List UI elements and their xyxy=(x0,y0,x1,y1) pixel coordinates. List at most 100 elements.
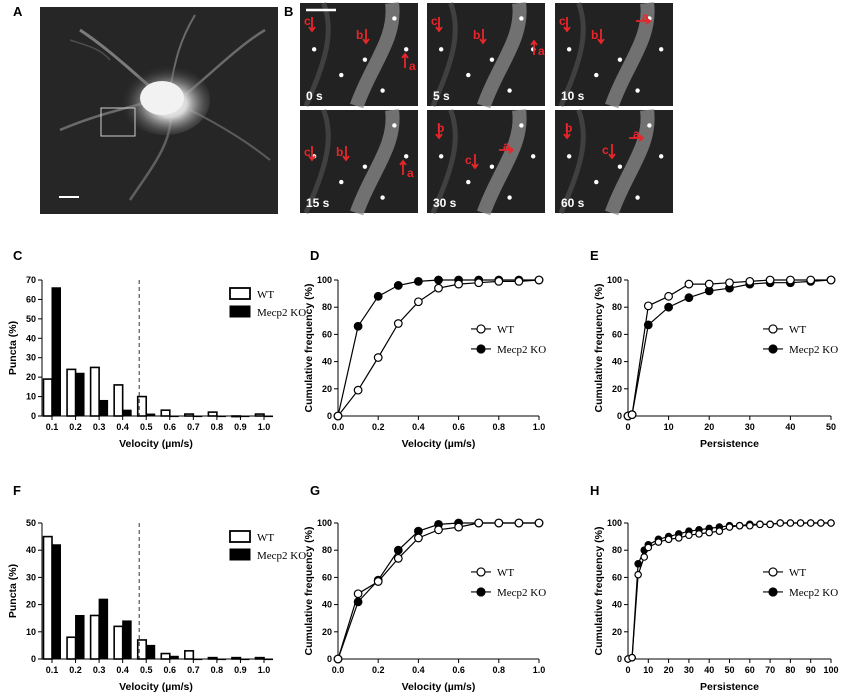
x-axis-label: Velocity (µm/s) xyxy=(402,438,476,450)
annotation-arrow xyxy=(530,39,538,55)
legend-swatch xyxy=(229,530,251,543)
frame: c b a 0 s xyxy=(300,2,418,109)
y-tick-label: 20 xyxy=(612,627,622,637)
punctum xyxy=(659,154,664,159)
legend-label: Mecp2 KO xyxy=(789,344,838,356)
x-tick-label: 0.7 xyxy=(187,665,200,675)
punctum xyxy=(659,47,664,52)
punctum xyxy=(404,47,409,52)
bar-wt xyxy=(113,384,124,417)
annotation-label: a xyxy=(642,10,649,24)
annotation-arrow xyxy=(608,144,616,160)
punctum xyxy=(519,16,524,21)
point-wt xyxy=(494,518,504,528)
x-tick-label: 0.2 xyxy=(69,665,82,675)
point-wt xyxy=(715,527,724,535)
y-tick-label: 0 xyxy=(327,411,332,421)
x-tick-label: 30 xyxy=(684,665,694,675)
bar-wt xyxy=(184,650,195,660)
legend-label: WT xyxy=(497,324,514,336)
point-wt xyxy=(643,301,653,311)
x-tick-label: 0.8 xyxy=(211,422,224,432)
annotation-label: b xyxy=(437,121,444,135)
legend-marker xyxy=(476,587,486,597)
point-wt xyxy=(414,533,423,543)
annotation-label: b xyxy=(591,28,598,42)
point-wt xyxy=(644,543,653,552)
punctum xyxy=(635,88,640,93)
x-tick-label: 0.8 xyxy=(493,665,506,675)
point-wt xyxy=(664,291,673,301)
x-tick-label: 1.0 xyxy=(258,665,271,675)
x-tick-label: 0.9 xyxy=(234,665,247,675)
dendrite xyxy=(477,2,527,109)
x-tick-label: 90 xyxy=(806,665,816,675)
bar-wt xyxy=(89,614,100,660)
dendrite xyxy=(558,109,586,214)
annotation-label: c xyxy=(304,14,311,28)
frame-timestamp: 30 s xyxy=(433,196,457,210)
point-wt xyxy=(704,279,714,289)
annotation-arrow xyxy=(471,154,479,170)
point-wt xyxy=(628,653,636,662)
y-tick-label: 100 xyxy=(317,275,332,285)
y-tick-label: 10 xyxy=(26,627,36,637)
punctum xyxy=(519,123,524,128)
bar-wt xyxy=(207,411,218,417)
bar-wt xyxy=(184,413,195,417)
frame-timestamp: 15 s xyxy=(306,196,330,210)
legend-label: Mecp2 KO xyxy=(257,307,306,319)
x-tick-label: 60 xyxy=(745,665,755,675)
bar-wt xyxy=(66,368,77,417)
punctum xyxy=(566,47,572,52)
annotation-arrow xyxy=(308,17,316,33)
punctum xyxy=(438,154,444,159)
y-tick-label: 20 xyxy=(322,384,332,394)
x-tick-label: 0.8 xyxy=(493,422,506,432)
punctum xyxy=(594,72,599,78)
legend-label: WT xyxy=(257,532,274,544)
point-wt xyxy=(393,553,403,563)
panel-label: F xyxy=(13,483,21,498)
chart-c: C 0 10 20 30 40 50 60 70 0.1 0.2 0.3 0.4 0.5 0.6 0.7 0.8… xyxy=(7,248,306,450)
dendrite xyxy=(430,2,458,107)
x-axis-label: Velocity (µm/s) xyxy=(402,681,476,693)
point-wt xyxy=(765,275,775,285)
x-tick-label: 0.7 xyxy=(187,422,200,432)
x-tick-label: 0.3 xyxy=(93,665,106,675)
frame-timestamp: 10 s xyxy=(561,89,585,103)
point-wt xyxy=(373,353,383,362)
roi-box xyxy=(100,107,136,137)
point-wt xyxy=(634,570,642,579)
annotation-arrow xyxy=(636,17,652,25)
bar-mecp2-ko xyxy=(122,620,132,660)
dendrite xyxy=(350,2,400,109)
frame-timestamp: 5 s xyxy=(433,89,450,103)
annotation-label: a xyxy=(409,59,416,73)
annotation-arrow xyxy=(399,159,407,175)
frame: c b a 5 s xyxy=(427,2,545,109)
point-wt xyxy=(806,275,816,285)
dendrite xyxy=(605,2,655,109)
dendrite xyxy=(303,109,331,214)
x-tick-label: 0.0 xyxy=(332,665,345,675)
y-axis-label: Cumulative frequency (%) xyxy=(593,527,605,656)
x-tick-label: 0.4 xyxy=(412,665,425,675)
y-tick-label: 80 xyxy=(322,302,332,312)
panel-label-b: B xyxy=(284,4,293,19)
time-lapse-frames: c b a 0 s c b a 5 s c b a 10 s c b a 15 s b c a 30 s b c a 60 s xyxy=(300,2,673,216)
x-tick-label: 0.1 xyxy=(46,422,59,432)
x-tick-label: 0.2 xyxy=(69,422,82,432)
chart-g: G 0 20 40 60 80 100 0.0 0.2 0.4 0.6 0.8 1.0 WT Mecp2 K… xyxy=(303,483,546,693)
y-tick-label: 60 xyxy=(612,572,622,582)
bar-wt xyxy=(254,413,265,417)
bar-wt xyxy=(231,415,242,418)
bar-mecp2-ko xyxy=(145,644,156,660)
point-wt xyxy=(333,411,343,421)
annotation-label: b xyxy=(473,28,480,42)
bar-mecp2-ko xyxy=(122,409,132,417)
y-axis-label: Cumulative frequency (%) xyxy=(593,284,605,413)
point-wt xyxy=(514,276,524,286)
point-mecp2-ko xyxy=(373,291,383,301)
point-wt xyxy=(735,521,744,530)
